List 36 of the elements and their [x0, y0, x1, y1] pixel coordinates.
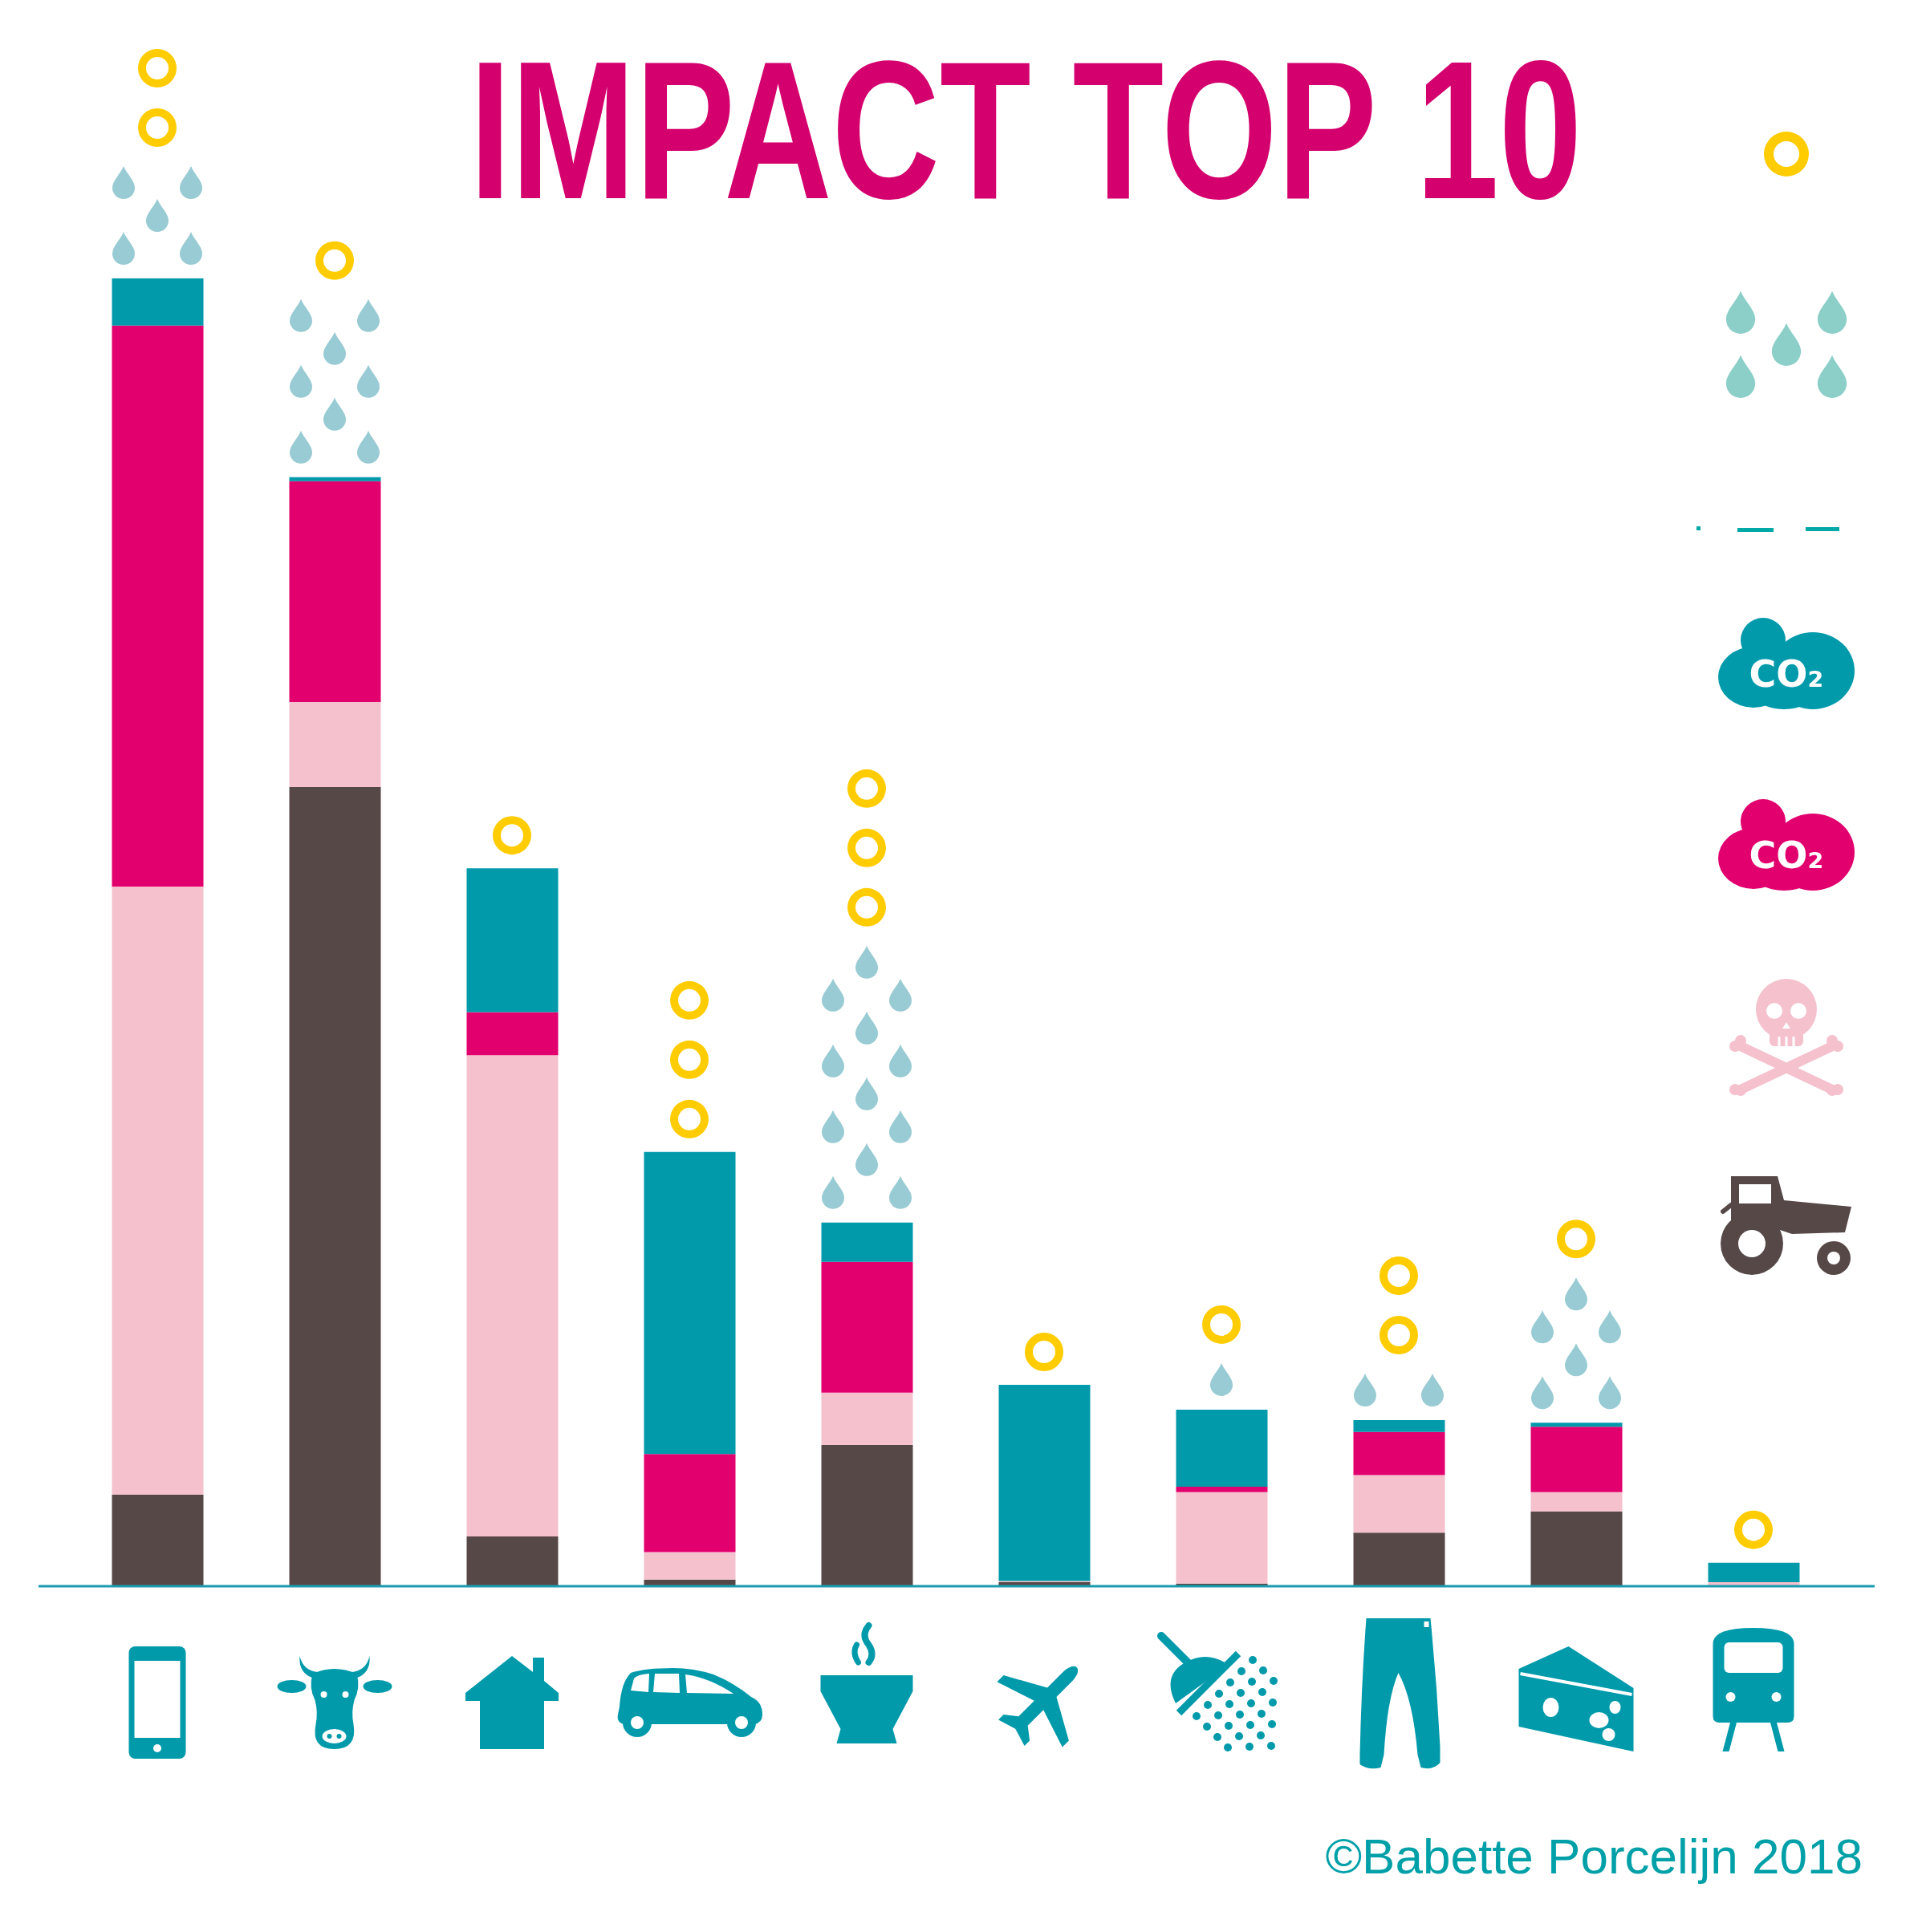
bar [644, 1454, 736, 1552]
bar [998, 1384, 1091, 1581]
bar [289, 702, 381, 788]
bar [112, 1494, 204, 1586]
bar [112, 325, 204, 887]
bar [1353, 1532, 1445, 1586]
bar [1353, 1419, 1445, 1432]
bar [112, 278, 204, 326]
bar [1530, 1492, 1623, 1512]
bar [1530, 1512, 1623, 1586]
bar [112, 886, 204, 1495]
bar [1176, 1409, 1268, 1488]
bar [821, 1392, 913, 1445]
bar [1353, 1475, 1445, 1533]
bar [289, 787, 381, 1586]
bar [644, 1552, 736, 1580]
legend-label: CO₂ [1749, 652, 1824, 696]
chart-title: IMPACT TOP 10 [469, 20, 1583, 240]
text: ©Babette Porcelijn 2018 [1325, 1828, 1863, 1884]
bar [466, 868, 559, 1013]
bar [1530, 1427, 1623, 1492]
legend-label: CO₂ [1749, 834, 1824, 877]
bar [1530, 1423, 1623, 1427]
bar [821, 1222, 913, 1262]
bar [466, 1012, 559, 1056]
bar [1353, 1431, 1445, 1475]
bar [466, 1536, 559, 1586]
bar [289, 481, 381, 703]
bar [1708, 1562, 1800, 1583]
bar [1176, 1492, 1268, 1584]
bar [289, 477, 381, 481]
bar [821, 1444, 913, 1586]
bar [644, 1151, 736, 1455]
bar [466, 1055, 559, 1537]
bar [821, 1261, 913, 1393]
bar [1176, 1487, 1268, 1492]
